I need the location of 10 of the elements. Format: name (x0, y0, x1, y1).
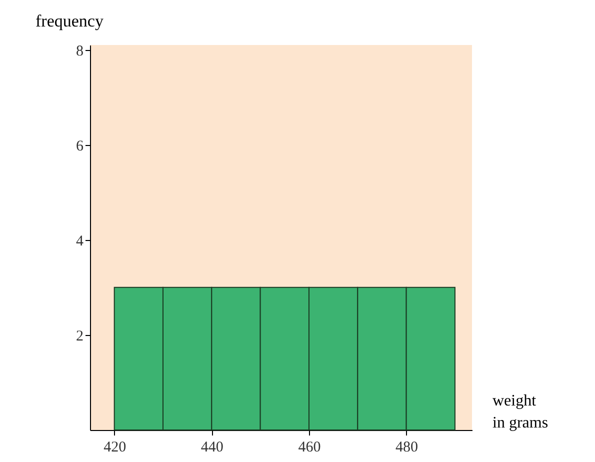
y-axis-title: frequency (36, 12, 104, 30)
x-tick-label: 440 (200, 440, 224, 456)
x-tick-label: 480 (396, 440, 418, 456)
y-tick-label: 6 (76, 138, 84, 154)
x-axis-title: weight in grams (492, 392, 548, 432)
y-tick-label: 4 (76, 233, 84, 250)
y-tick-label: 8 (76, 43, 84, 60)
y-tick-label: 2 (76, 328, 84, 344)
x-tick-label: 420 (104, 440, 126, 456)
x-tick-label: 460 (298, 440, 321, 456)
